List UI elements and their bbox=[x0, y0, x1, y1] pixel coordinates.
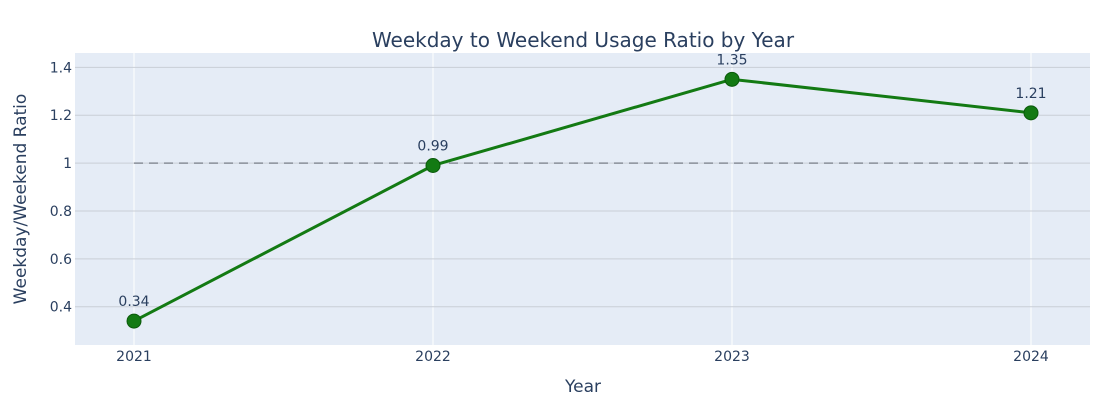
data-label-2021: 0.34 bbox=[118, 294, 149, 310]
y-tick-label: 0.8 bbox=[50, 204, 72, 220]
y-tick-label: 1.2 bbox=[50, 108, 72, 124]
x-tick-label: 2021 bbox=[116, 349, 152, 365]
tick-layer: 0.4 0.6 0.8 1 1.2 1.4 2021 2022 2023 2024 bbox=[50, 60, 1049, 365]
data-label-2022: 0.99 bbox=[417, 138, 448, 154]
x-axis-title: Year bbox=[564, 377, 601, 397]
plot-background bbox=[75, 53, 1090, 345]
data-point-2023 bbox=[724, 71, 740, 87]
data-label-2023: 1.35 bbox=[716, 52, 747, 68]
y-tick-label: 0.4 bbox=[50, 300, 72, 316]
data-label-2024: 1.21 bbox=[1015, 86, 1046, 102]
y-axis-title: Weekday/Weekend Ratio bbox=[11, 94, 31, 305]
x-tick-label: 2024 bbox=[1013, 349, 1049, 365]
y-tick-label: 0.6 bbox=[50, 252, 72, 268]
chart-title: Weekday to Weekend Usage Ratio by Year bbox=[372, 28, 795, 52]
data-point-2021 bbox=[126, 313, 142, 329]
series-layer: 0.34 0.99 1.35 1.21 bbox=[118, 52, 1047, 329]
y-tick-label: 1 bbox=[63, 156, 72, 172]
x-tick-label: 2022 bbox=[415, 349, 451, 365]
x-tick-label: 2023 bbox=[714, 349, 750, 365]
grid-layer bbox=[75, 53, 1090, 345]
data-point-2024 bbox=[1023, 105, 1039, 121]
series-line bbox=[133, 77, 1032, 323]
y-tick-label: 1.4 bbox=[50, 60, 72, 76]
data-point-2022 bbox=[425, 157, 441, 173]
